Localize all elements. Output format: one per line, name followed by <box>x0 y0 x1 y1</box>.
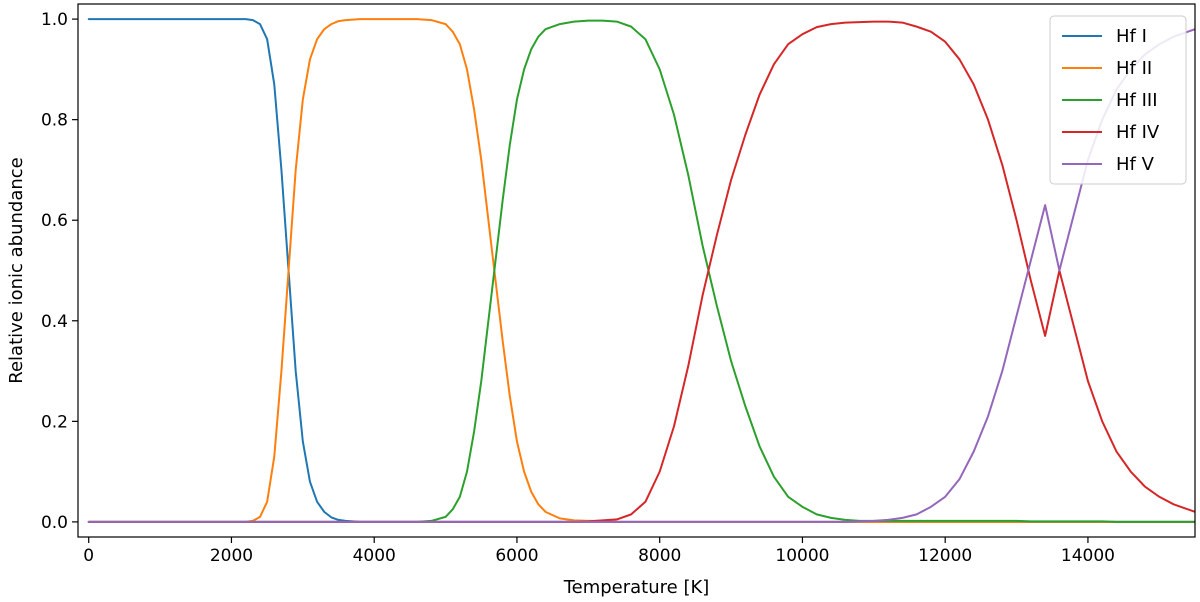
series-line-5 <box>87 28 1195 523</box>
x-tick-label: 6000 <box>495 546 538 566</box>
x-axis-label: Temperature [K] <box>563 577 710 598</box>
series-line-4 <box>87 20 1195 523</box>
legend-box <box>1049 15 1187 185</box>
x-tick-label: 8000 <box>638 546 681 566</box>
x-tick-label: 12000 <box>918 546 972 566</box>
y-tick-label: 0.4 <box>41 312 68 332</box>
x-tick-label: 14000 <box>1061 546 1115 566</box>
legend-label: Hf II <box>1116 58 1152 79</box>
y-axis-label: Relative ionic abundance <box>6 157 27 383</box>
y-tick-label: 0.8 <box>41 111 68 131</box>
y-tick-label: 0.6 <box>41 211 68 231</box>
x-tick-label: 0 <box>83 546 94 566</box>
x-tick-label: 4000 <box>353 546 396 566</box>
legend-label: Hf V <box>1116 154 1155 175</box>
x-axis-ticks: 0 2000 4000 6000 8000 10000 12000 14000 <box>83 537 1115 566</box>
y-axis-ticks: 0.0 0.2 0.4 0.6 0.8 1.0 <box>41 10 78 533</box>
y-tick-label: 0.0 <box>41 513 68 533</box>
legend-label: Hf III <box>1116 90 1158 111</box>
legend-label: Hf I <box>1116 26 1147 47</box>
x-tick-label: 10000 <box>775 546 829 566</box>
legend-label: Hf IV <box>1116 122 1160 143</box>
y-tick-label: 1.0 <box>41 10 68 30</box>
series-layer <box>87 18 1195 523</box>
axes-frame <box>77 3 1196 538</box>
x-tick-label: 2000 <box>210 546 253 566</box>
legend: Hf I Hf II Hf III Hf IV Hf V <box>1049 15 1187 185</box>
y-tick-label: 0.2 <box>41 412 68 432</box>
